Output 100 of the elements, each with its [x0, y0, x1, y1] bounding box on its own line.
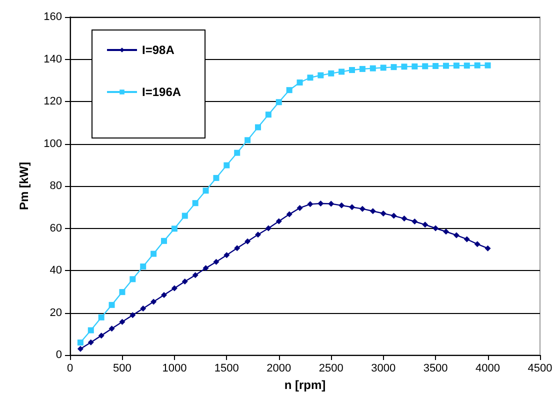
point: [119, 289, 126, 296]
point: [286, 87, 292, 94]
point: [88, 339, 94, 346]
point: [276, 218, 282, 224]
x-tick-label: 2000: [266, 362, 292, 374]
point: [171, 226, 178, 232]
y-tick-label: 120: [44, 96, 62, 108]
point: [432, 63, 439, 70]
point: [234, 245, 240, 252]
y-tick-label: 140: [44, 53, 62, 66]
y-tick-label: 160: [44, 11, 62, 23]
point: [380, 210, 386, 216]
x-tick-label: 3000: [371, 362, 396, 374]
x-tick-label: 4000: [476, 362, 500, 374]
point: [412, 218, 418, 224]
point: [474, 241, 480, 248]
x-tick-label: 1000: [162, 362, 187, 374]
point: [443, 62, 449, 69]
y-tick-label: 0: [56, 349, 62, 361]
y-axis-title: Pm [kW]: [17, 162, 31, 210]
y-tick-label: 20: [50, 306, 62, 319]
point: [88, 327, 94, 334]
y-tick-label: 40: [50, 264, 62, 276]
point: [234, 150, 240, 156]
point: [349, 67, 355, 74]
point: [296, 204, 303, 211]
point: [328, 70, 334, 76]
point: [213, 258, 220, 265]
point: [224, 162, 230, 168]
point: [328, 200, 334, 207]
point: [161, 238, 167, 244]
point: [202, 265, 209, 272]
point: [484, 62, 491, 68]
legend-label: I=98A: [142, 43, 175, 57]
point: [370, 65, 376, 72]
point: [108, 302, 115, 308]
point: [192, 200, 198, 206]
point: [77, 340, 84, 346]
point: [130, 276, 136, 282]
point: [182, 212, 188, 219]
point: [108, 326, 115, 332]
point: [296, 79, 303, 86]
point: [318, 200, 324, 207]
point: [318, 72, 324, 78]
point: [140, 306, 146, 312]
x-tick-label: 500: [113, 362, 132, 374]
point: [474, 62, 480, 68]
point: [338, 202, 345, 208]
x-tick-label: 0: [66, 362, 74, 374]
point: [359, 66, 366, 72]
point: [432, 225, 439, 232]
x-tick-label: 1500: [214, 362, 239, 374]
point: [422, 63, 428, 70]
point: [130, 312, 136, 318]
point: [401, 64, 408, 70]
point: [443, 228, 449, 235]
x-tick-label: 2500: [318, 362, 344, 374]
point: [265, 225, 272, 232]
point: [77, 346, 84, 352]
point: [140, 263, 146, 270]
point: [307, 201, 314, 208]
point: [380, 64, 386, 71]
point: [276, 99, 282, 106]
point: [244, 137, 251, 144]
point: [453, 232, 460, 238]
point: [213, 174, 220, 181]
point: [401, 216, 408, 222]
point: [265, 112, 272, 118]
point: [255, 232, 261, 238]
point: [453, 62, 460, 69]
y-tick-label: 100: [44, 138, 62, 150]
point: [484, 245, 491, 252]
point: [390, 64, 397, 70]
y-tick-label: 60: [50, 222, 62, 234]
point: [224, 252, 230, 258]
point: [412, 63, 418, 70]
point: [359, 206, 366, 212]
point: [464, 236, 470, 242]
point: [338, 68, 345, 75]
point: [119, 318, 126, 325]
point: [192, 272, 198, 278]
point: [255, 124, 261, 130]
point: [98, 314, 104, 320]
x-axis-title: n [rpm]: [284, 378, 326, 392]
point: [286, 211, 292, 218]
legend-label: I=196A: [142, 85, 182, 99]
point: [244, 238, 251, 244]
y-tick-label: 80: [50, 180, 62, 192]
point: [161, 292, 167, 298]
point: [202, 188, 209, 194]
point: [422, 222, 428, 228]
point: [150, 298, 157, 305]
point: [171, 285, 178, 292]
point: [349, 204, 355, 210]
point: [370, 208, 376, 214]
point: [98, 332, 104, 339]
x-tick-label: 3500: [423, 362, 448, 374]
point: [150, 250, 157, 257]
point: [307, 74, 314, 81]
point: [182, 278, 188, 284]
